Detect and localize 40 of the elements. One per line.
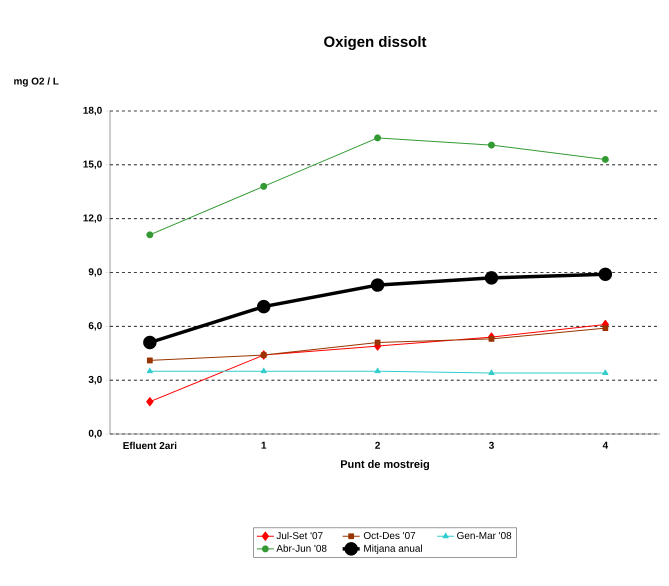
point xyxy=(488,370,495,375)
y-tick-label: 15,0 xyxy=(83,160,102,170)
point xyxy=(370,278,384,292)
chart-title: Oxigen dissolt xyxy=(324,36,426,50)
x-tick-label: 2 xyxy=(375,442,380,449)
point xyxy=(260,368,267,374)
x-tick-label: 4 xyxy=(602,442,608,449)
y-axis-title: mg O2 / L xyxy=(14,77,59,87)
point xyxy=(374,340,380,346)
point xyxy=(602,156,609,163)
point xyxy=(260,182,268,190)
y-tick-label: 6,0 xyxy=(88,322,102,331)
point xyxy=(602,370,608,375)
point xyxy=(146,358,153,364)
legend-label: Abr-Jun '08 xyxy=(276,544,327,552)
point xyxy=(146,397,154,406)
y-tick-label: 9,0 xyxy=(88,268,102,277)
x-tick-label: 3 xyxy=(488,442,494,449)
point xyxy=(488,336,494,342)
x-axis-title: Punt de mostreig xyxy=(340,460,430,470)
point xyxy=(374,368,381,374)
legend-label: Oct-Des '07 xyxy=(364,532,416,540)
point xyxy=(146,231,154,238)
point xyxy=(374,134,382,142)
point xyxy=(598,268,612,282)
y-tick-label: 18,0 xyxy=(83,106,102,116)
legend-label: Jul-Set '07 xyxy=(276,532,323,540)
legend-label: Mitjana anual xyxy=(364,544,422,554)
legend-label: Gen-Mar '08 xyxy=(457,532,512,540)
y-tick-label: 3,0 xyxy=(88,376,102,384)
point xyxy=(257,300,270,314)
point xyxy=(143,336,157,350)
y-tick-label: 0,0 xyxy=(88,430,102,438)
point xyxy=(488,142,495,149)
point xyxy=(602,325,608,332)
x-tick-label: Efluent 2ari xyxy=(123,442,176,450)
x-tick-label: 1 xyxy=(262,442,266,449)
y-tick-label: 12,0 xyxy=(83,214,102,223)
point xyxy=(146,368,153,374)
point xyxy=(484,271,498,285)
